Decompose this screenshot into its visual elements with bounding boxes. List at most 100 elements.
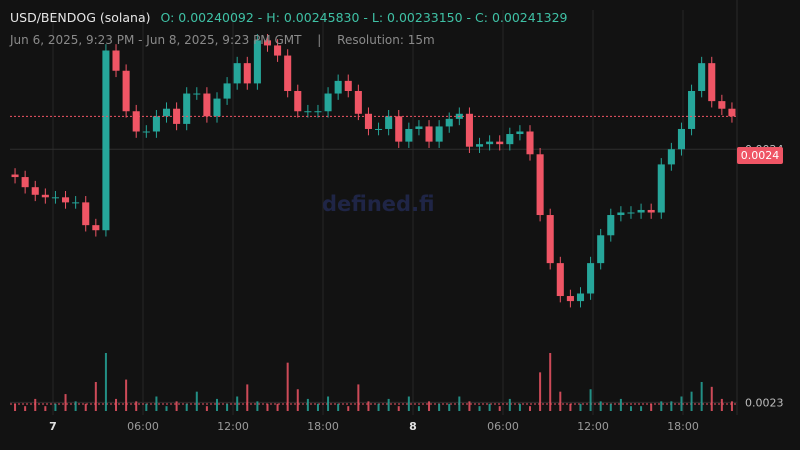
- candle-body: [294, 91, 302, 112]
- separator: |: [317, 33, 322, 47]
- candle-body: [72, 202, 80, 204]
- candle-body: [617, 212, 625, 216]
- volume-bar: [276, 403, 279, 411]
- volume-bar: [407, 396, 410, 411]
- volume-bar: [84, 403, 87, 411]
- chart-header: USD/BENDOG (solana) O: 0.00240092 - H: 0…: [10, 10, 568, 25]
- candle-body: [698, 63, 706, 91]
- candle-body: [112, 50, 120, 71]
- candle-body: [183, 93, 191, 124]
- volume-bar: [417, 406, 420, 411]
- volume-bar: [367, 401, 370, 411]
- candle-body: [253, 40, 261, 84]
- candle-body: [385, 116, 393, 129]
- ohlc-readout: O: 0.00240092 - H: 0.00245830 - L: 0.002…: [160, 10, 568, 25]
- candle-body: [193, 93, 201, 95]
- candle-body: [314, 111, 322, 113]
- candle-body: [607, 215, 615, 236]
- volume-bar: [730, 401, 733, 411]
- candle-body: [92, 225, 100, 231]
- x-tick-label: 7: [49, 420, 57, 433]
- y-tick-label: 0.0023: [745, 396, 784, 409]
- volume-bar: [680, 396, 683, 411]
- volume-bar: [155, 396, 158, 411]
- candle-body: [496, 141, 504, 145]
- volume-bar: [205, 406, 208, 411]
- candle-body: [375, 128, 383, 130]
- candle-body: [243, 63, 251, 84]
- volume-bar: [508, 398, 511, 411]
- candle-body: [142, 131, 150, 133]
- volume-bar: [660, 401, 663, 411]
- candle-body: [677, 128, 685, 150]
- candle-body: [304, 111, 312, 113]
- x-tick-label: 18:00: [667, 420, 699, 433]
- candle-body: [597, 235, 605, 264]
- x-axis-ticks: 7 06:00 12:00 18:00 8 06:00 12:00 18:00: [49, 420, 699, 433]
- volume-bar: [700, 382, 703, 411]
- candle-body: [395, 116, 403, 142]
- volume-bar: [397, 406, 400, 411]
- candle-body: [263, 40, 272, 46]
- volume-bar: [64, 394, 67, 411]
- volume-bar: [195, 391, 198, 411]
- volume-bar: [428, 401, 431, 411]
- volume-bar: [448, 403, 451, 411]
- volume-bar: [135, 401, 138, 411]
- candle-body: [526, 131, 534, 155]
- volume-bar: [518, 403, 521, 411]
- volume-bar: [640, 406, 643, 411]
- volume-bar: [165, 406, 168, 411]
- volume-bar: [316, 403, 319, 411]
- candle-body: [21, 177, 29, 188]
- candle-body: [688, 91, 696, 129]
- candle-body: [657, 164, 665, 213]
- volume-bar: [498, 406, 501, 411]
- candle-body: [122, 70, 130, 112]
- candle-body: [82, 202, 90, 226]
- volume-bar: [357, 384, 360, 411]
- candle-body: [324, 93, 332, 112]
- chart-subheader: Jun 6, 2025, 9:23 PM - Jun 8, 2025, 9:23…: [10, 33, 435, 47]
- volume-bar: [115, 398, 118, 411]
- candle-body: [213, 98, 221, 117]
- volume-bar: [306, 398, 309, 411]
- candle-body: [627, 212, 635, 214]
- candle-body: [516, 131, 524, 135]
- volume-bar: [34, 398, 37, 411]
- candle-body: [284, 55, 292, 91]
- y-axis-ticks: 0.00240.0023: [745, 143, 784, 409]
- candle-body: [11, 174, 19, 178]
- volume-bar: [650, 403, 653, 411]
- x-tick-label: 06:00: [487, 420, 519, 433]
- volume-bar: [246, 384, 249, 411]
- volume-bar: [478, 406, 481, 411]
- volume-bar: [599, 401, 602, 411]
- volume-bar: [175, 401, 178, 411]
- volume-bar: [145, 403, 148, 411]
- volume-bar: [619, 398, 622, 411]
- volume-bar: [720, 398, 723, 411]
- candle-body: [364, 113, 372, 129]
- volume-bar: [468, 401, 471, 411]
- volume-bar: [125, 379, 128, 411]
- candle-body: [223, 83, 231, 99]
- volume-bar: [690, 391, 693, 411]
- candle-body: [162, 108, 171, 117]
- candle-body: [556, 263, 564, 297]
- volume-bar: [549, 353, 552, 411]
- volume-bar: [226, 403, 229, 411]
- volume-bar: [266, 403, 269, 411]
- candle-body: [718, 101, 726, 109]
- candle-body: [506, 134, 514, 145]
- candle-body: [708, 63, 716, 102]
- candle-body: [152, 116, 160, 132]
- volume-bar: [569, 403, 572, 411]
- volume-bar: [488, 403, 491, 411]
- candle-body: [203, 93, 211, 117]
- candle-body: [344, 80, 352, 91]
- candle-body: [566, 296, 574, 302]
- volume-bar: [539, 372, 542, 411]
- x-tick-label: 06:00: [127, 420, 159, 433]
